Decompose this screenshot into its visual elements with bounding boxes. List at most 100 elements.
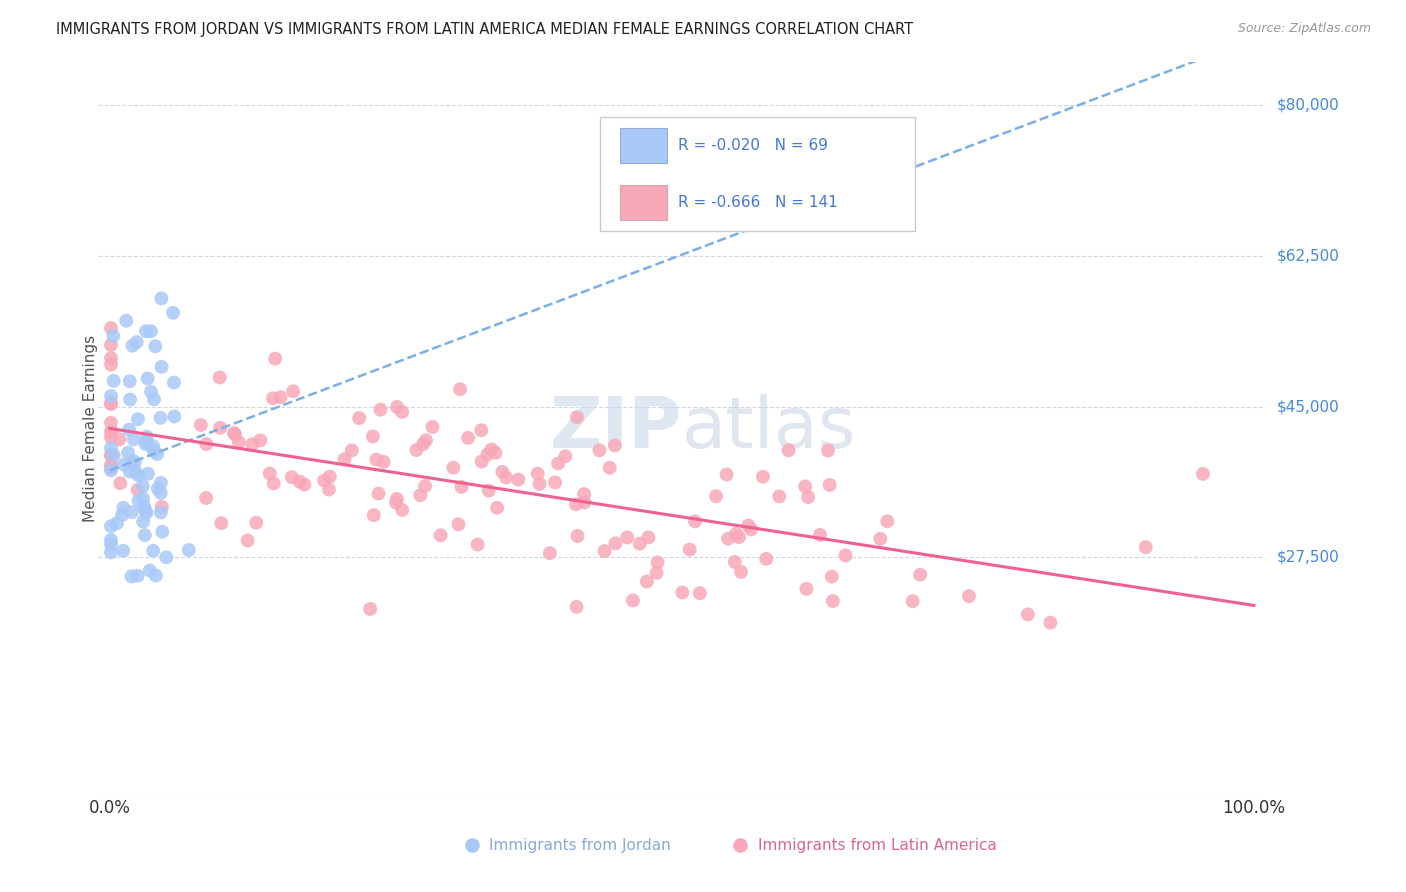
Point — [120, 569, 142, 583]
Point — [103, 374, 125, 388]
Point — [467, 538, 489, 552]
Point — [367, 486, 389, 500]
Point — [429, 528, 451, 542]
Point — [146, 447, 169, 461]
Point — [565, 410, 588, 425]
Point — [565, 497, 588, 511]
Point — [142, 543, 165, 558]
Point — [288, 475, 311, 489]
Point — [100, 321, 122, 335]
Point — [373, 455, 395, 469]
Y-axis label: Median Female Earnings: Median Female Earnings — [83, 334, 97, 522]
Point — [103, 448, 125, 462]
Point — [143, 339, 166, 353]
Point — [340, 443, 363, 458]
Point — [728, 530, 751, 544]
Point — [636, 574, 658, 589]
Point — [264, 351, 287, 366]
Point — [370, 402, 392, 417]
Point — [508, 473, 530, 487]
Point — [347, 411, 370, 425]
Point — [149, 410, 172, 425]
Point — [716, 467, 738, 482]
Point — [150, 524, 173, 539]
Point — [281, 470, 304, 484]
Point — [752, 469, 775, 483]
Point — [366, 452, 388, 467]
Point — [405, 443, 427, 458]
Point — [100, 519, 122, 533]
Point — [136, 371, 159, 385]
Point — [730, 565, 752, 579]
Point — [224, 427, 246, 442]
Point — [100, 463, 122, 477]
Point — [797, 490, 820, 504]
Point — [100, 430, 122, 444]
Point — [481, 442, 503, 457]
Point — [647, 556, 669, 570]
Point — [122, 454, 145, 468]
Point — [163, 376, 186, 390]
Point — [236, 533, 259, 548]
Point — [391, 503, 413, 517]
Point — [671, 585, 693, 599]
Point — [249, 434, 271, 448]
Point — [1017, 607, 1039, 622]
Point — [574, 495, 596, 509]
Point — [139, 324, 162, 338]
Point — [616, 531, 638, 545]
Point — [821, 594, 844, 608]
Point — [100, 351, 122, 366]
Point — [110, 476, 132, 491]
Point — [259, 467, 281, 481]
Text: $45,000: $45,000 — [1277, 399, 1340, 414]
Point — [471, 454, 494, 468]
Point — [100, 459, 122, 474]
Point — [544, 475, 567, 490]
Point — [567, 529, 589, 543]
Point — [121, 339, 143, 353]
Point — [470, 423, 492, 437]
Point — [415, 434, 437, 448]
Point — [605, 536, 627, 550]
Point — [495, 470, 517, 484]
Point — [195, 491, 218, 505]
Text: ZIP: ZIP — [550, 393, 682, 463]
Point — [319, 469, 342, 483]
Point — [363, 508, 385, 523]
Point — [228, 435, 250, 450]
Point — [146, 482, 169, 496]
Point — [195, 437, 218, 451]
Point — [100, 458, 122, 472]
Point — [208, 370, 231, 384]
Point — [149, 486, 172, 500]
Point — [294, 477, 316, 491]
Point — [603, 438, 626, 452]
Point — [391, 405, 413, 419]
Point — [637, 530, 659, 544]
Point — [593, 544, 616, 558]
Point — [132, 500, 155, 514]
Point — [281, 384, 304, 399]
Point — [112, 543, 135, 558]
Point — [1135, 540, 1157, 554]
Point — [136, 467, 159, 481]
Point — [245, 516, 267, 530]
Point — [155, 550, 177, 565]
Point — [242, 437, 264, 451]
Point — [599, 460, 621, 475]
Point — [100, 448, 122, 462]
Point — [177, 543, 200, 558]
Point — [149, 506, 172, 520]
Point — [100, 396, 122, 410]
Point — [441, 460, 464, 475]
Point — [127, 568, 149, 582]
Point — [412, 437, 434, 451]
Point — [127, 483, 149, 497]
Text: Source: ZipAtlas.com: Source: ZipAtlas.com — [1237, 22, 1371, 36]
Point — [486, 500, 509, 515]
Point — [821, 569, 844, 583]
Point — [118, 423, 141, 437]
Point — [270, 390, 292, 404]
Point — [737, 518, 759, 533]
